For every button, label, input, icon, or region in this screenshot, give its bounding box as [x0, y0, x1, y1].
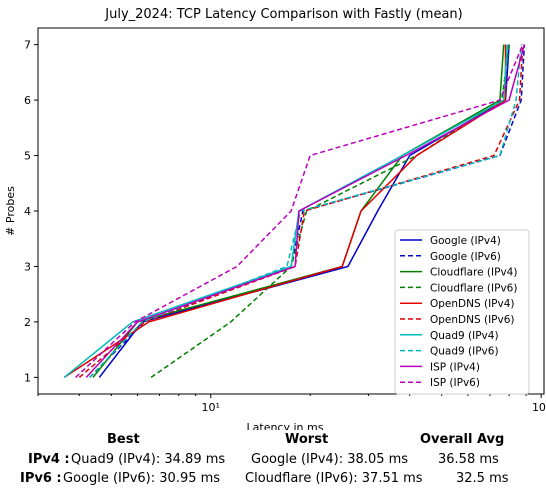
- chart-title: July_2024: TCP Latency Comparison with F…: [104, 7, 462, 22]
- legend-label: OpenDNS (IPv4): [430, 298, 515, 310]
- legend-label: ISP (IPv4): [430, 361, 480, 373]
- y-tick-label: 7: [24, 39, 31, 52]
- legend-label: Cloudflare (IPv4): [430, 267, 517, 279]
- latency-chart: July_2024: TCP Latency Comparison with F…: [4, 7, 546, 430]
- best-header: Best: [107, 432, 140, 447]
- x-tick-label: 10¹: [202, 401, 220, 414]
- ipv6-row-label: IPv6 :: [20, 471, 62, 486]
- overall-header: Overall Avg: [420, 432, 505, 447]
- ipv4-overall: 36.58 ms: [438, 452, 499, 467]
- legend-label: OpenDNS (IPv6): [430, 314, 515, 326]
- ipv4-worst: Google (IPv4): 38.05 ms: [251, 452, 409, 467]
- legend-label: Google (IPv6): [430, 251, 501, 263]
- ipv6-worst: Cloudflare (IPv6): 37.51 ms: [245, 471, 423, 486]
- y-tick-label: 1: [24, 371, 31, 384]
- series-lines: [63, 44, 526, 379]
- x-tick-label: 10²: [532, 401, 546, 414]
- worst-header: Worst: [285, 432, 329, 447]
- y-tick-label: 2: [24, 316, 31, 329]
- legend: Google (IPv4) Google (IPv6) Cloudflare (IP…: [394, 229, 530, 395]
- ipv6-overall: 32.5 ms: [456, 471, 509, 486]
- y-tick-label: 3: [24, 260, 31, 273]
- ipv6-best: Google (IPv6): 30.95 ms: [63, 471, 221, 486]
- ipv4-row-label: IPv4 :: [28, 452, 70, 467]
- legend-label: Google (IPv4): [430, 235, 501, 247]
- summary-table: Best Worst Overall Avg IPv4 : Quad9 (IPv…: [0, 430, 546, 496]
- series-line: [78, 44, 524, 378]
- legend-label: Quad9 (IPv6): [430, 346, 499, 358]
- y-tick-label: 6: [24, 94, 31, 107]
- y-axis-label: # Probes: [4, 186, 17, 236]
- ipv4-best: Quad9 (IPv4): 34.89 ms: [71, 452, 226, 467]
- series-line: [63, 44, 507, 379]
- legend-box: [394, 229, 530, 395]
- x-axis-label: Latency in ms: [247, 421, 324, 430]
- series-line: [75, 44, 524, 378]
- legend-label: Cloudflare (IPv6): [430, 282, 517, 294]
- series-line: [85, 44, 526, 378]
- legend-label: ISP (IPv6): [430, 377, 480, 389]
- y-tick-label: 4: [24, 205, 31, 218]
- y-tick-label: 5: [24, 150, 31, 163]
- legend-label: Quad9 (IPv4): [430, 330, 499, 342]
- axis-ticks: 1 2 3 4 5 6 7 10¹ 10²: [24, 39, 546, 414]
